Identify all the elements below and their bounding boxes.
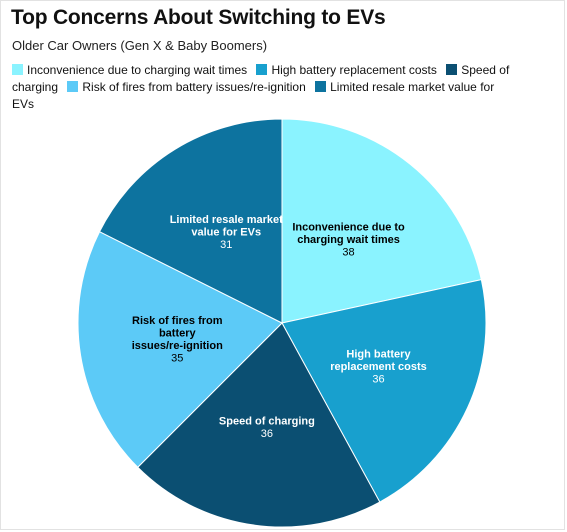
slice-value-2: 36 [261,428,273,440]
slice-value-0: 38 [342,247,354,259]
slice-label-line: battery [159,327,197,339]
legend-item-1[interactable]: High battery replacement costs [256,63,437,77]
slice-value-3: 35 [171,352,183,364]
legend-swatch-4 [315,81,327,92]
slice-label-line: charging wait times [297,234,400,246]
legend-item-3[interactable]: Risk of fires from battery issues/re-ign… [67,80,306,94]
chart-title: Top Concerns About Switching to EVs [11,6,386,29]
slice-label-line: High battery [346,348,411,360]
legend-label-2: Speed of charging [12,63,510,94]
pie-slice-2[interactable] [137,322,381,528]
legend-item-4[interactable]: Limited resale market value for EVs [12,80,494,111]
legend-swatch-3 [67,81,79,92]
legend-swatch-2 [446,64,458,75]
pie-slice-4[interactable] [98,118,283,324]
chart-subtitle: Older Car Owners (Gen X & Baby Boomers) [12,38,268,53]
legend-label-3: Risk of fires from battery issues/re-ign… [82,80,306,94]
slice-label-3: Risk of fires frombatteryissues/re-ignit… [132,315,223,365]
pie-slice-1[interactable] [281,279,487,503]
legend-label-4: Limited resale market value for EVs [12,80,495,111]
legend-label-0: Inconvenience due to charging wait times [27,63,248,77]
slice-label-line: Speed of charging [219,416,315,428]
pie-slice-3[interactable] [77,231,283,468]
slice-value-4: 31 [220,239,232,251]
legend-swatch-1 [256,64,268,75]
pie-slice-0[interactable] [281,118,482,324]
legend-item-2[interactable]: Speed of charging [12,63,509,94]
slice-label-line: Risk of fires from [132,315,223,327]
slice-label-line: Limited resale market [170,214,283,226]
legend-swatch-0 [12,64,23,75]
chart-legend: Inconvenience due to charging wait times… [12,62,517,113]
slice-label-line: replacement costs [330,361,427,373]
legend-label-1: High battery replacement costs [271,63,437,77]
slice-label-line: value for EVs [191,227,261,239]
legend-item-0[interactable]: Inconvenience due to charging wait times [12,63,247,77]
slice-label-line: issues/re-ignition [132,340,223,352]
slice-label-line: Inconvenience due to [292,222,405,234]
slice-value-1: 36 [372,373,384,385]
